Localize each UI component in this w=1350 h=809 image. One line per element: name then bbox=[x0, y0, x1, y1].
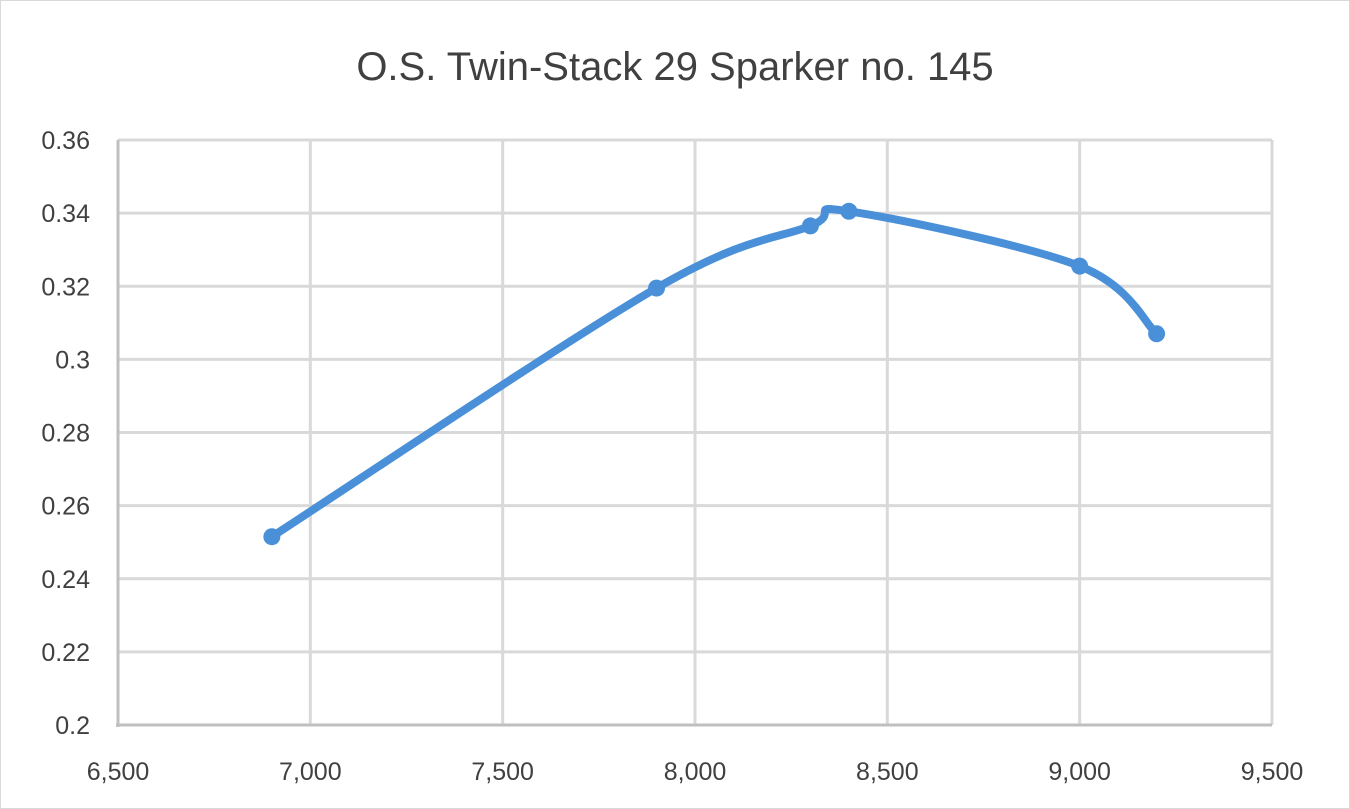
data-point bbox=[648, 279, 666, 297]
data-point bbox=[1148, 325, 1166, 343]
series-line bbox=[267, 204, 1161, 541]
y-tick-label: 0.24 bbox=[41, 566, 90, 594]
chart-title: O.S. Twin-Stack 29 Sparker no. 145 bbox=[356, 45, 993, 89]
x-tick-label: 7,500 bbox=[471, 758, 534, 786]
x-tick-label: 9,500 bbox=[1241, 758, 1304, 786]
tick-labels: 0.2 0.22 0.24 0.26 0.28 0.3 0.32 0.34 0.36 6,500 7… bbox=[41, 127, 1303, 786]
data-point bbox=[1071, 257, 1089, 275]
x-tick-label: 7,000 bbox=[279, 758, 342, 786]
y-tick-label: 0.22 bbox=[41, 639, 90, 667]
grid bbox=[118, 138, 1274, 725]
data-point bbox=[801, 217, 819, 235]
y-tick-label: 0.34 bbox=[41, 200, 90, 228]
x-tick-label: 8,500 bbox=[856, 758, 919, 786]
data-point bbox=[263, 528, 281, 546]
x-tick-label: 6,500 bbox=[87, 758, 150, 786]
y-tick-label: 0.3 bbox=[55, 346, 90, 374]
y-tick-label: 0.26 bbox=[41, 493, 90, 521]
y-tick-label: 0.36 bbox=[41, 127, 90, 155]
data-point bbox=[840, 202, 858, 220]
y-tick-label: 0.28 bbox=[41, 420, 90, 448]
axes bbox=[116, 140, 1272, 727]
x-tick-label: 9,000 bbox=[1048, 758, 1111, 786]
y-tick-label: 0.2 bbox=[55, 712, 90, 740]
y-tick-label: 0.32 bbox=[41, 273, 90, 301]
x-tick-label: 8,000 bbox=[664, 758, 727, 786]
series bbox=[263, 202, 1166, 546]
